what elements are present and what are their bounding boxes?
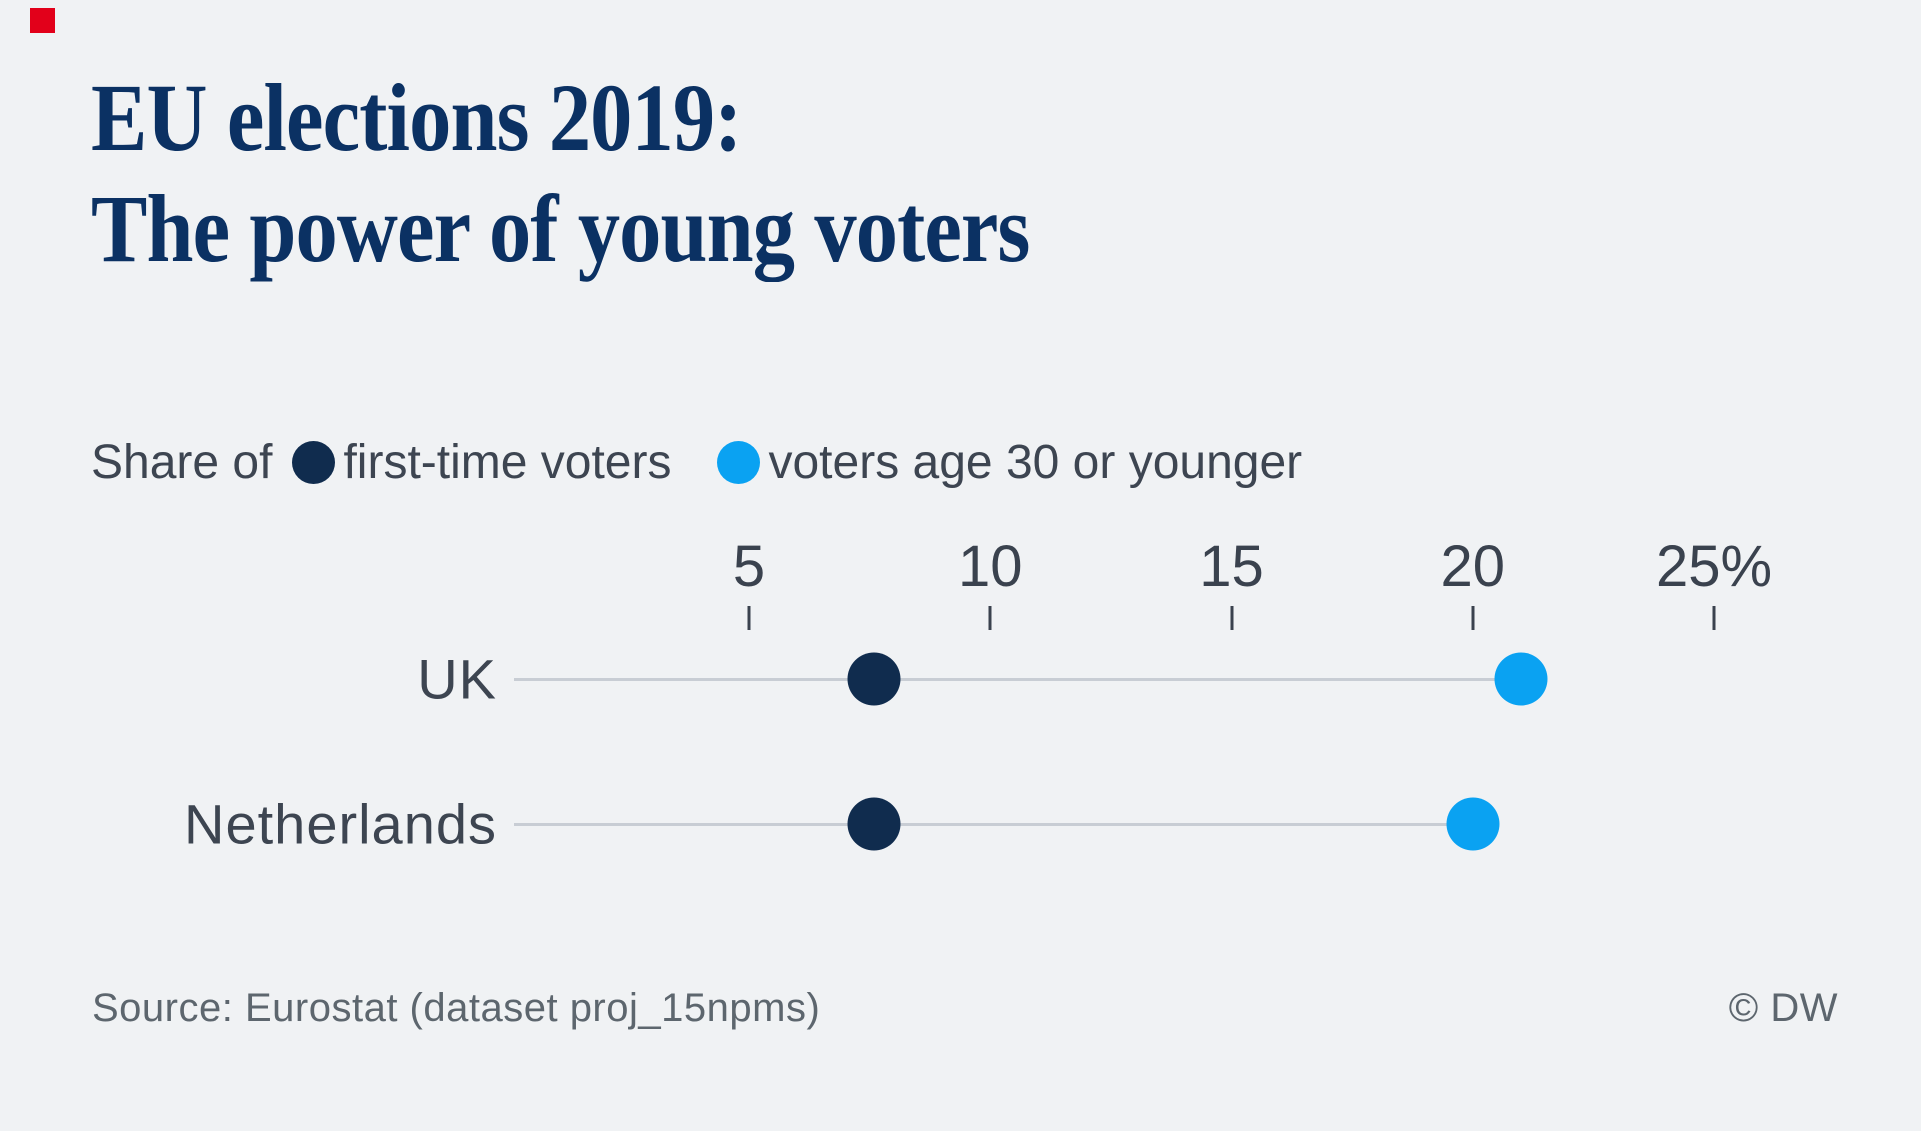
axis-tick-mark xyxy=(1230,606,1233,630)
row-label-netherlands: Netherlands xyxy=(184,792,497,856)
dot-voters-age-30-or-younger xyxy=(1494,652,1548,706)
legend-dot-first-time-voters-icon xyxy=(292,440,336,484)
axis-tick-mark xyxy=(988,606,992,630)
dot-first-time-voters xyxy=(847,797,901,851)
chart-title: EU elections 2019: The power of young vo… xyxy=(91,62,1030,284)
dot-first-time-voters xyxy=(847,652,901,706)
legend-prefix: Share of xyxy=(91,435,273,489)
axis-tick-label: 20 xyxy=(1440,534,1506,599)
dot-voters-age-30-or-younger xyxy=(1446,797,1500,851)
row-connector-line xyxy=(514,822,1473,826)
axis-tick-mark xyxy=(747,606,751,630)
copyright-note: © DW xyxy=(1728,986,1838,1030)
chart-legend: Share of first-time voters voters age 30… xyxy=(91,428,1302,496)
axis-tick-label: 15 xyxy=(1199,534,1264,599)
chart-title-line2: The power of young voters xyxy=(91,175,1030,282)
row-label-uk: UK xyxy=(417,647,497,711)
legend-label-first-time-voters: first-time voters xyxy=(343,435,672,489)
axis-tick-label: 5 xyxy=(732,534,766,599)
axis-tick-label: 25% xyxy=(1655,534,1773,599)
legend-dot-voters-30-icon xyxy=(717,440,761,484)
chart-title-line1: EU elections 2019: xyxy=(91,64,742,171)
row-connector-line xyxy=(514,677,1521,681)
axis-tick-mark xyxy=(1471,606,1475,630)
brand-marker xyxy=(30,8,55,33)
axis-tick-label: 10 xyxy=(957,534,1023,599)
legend-label-voters-30: voters age 30 or younger xyxy=(768,435,1303,489)
axis-tick-mark xyxy=(1712,606,1716,630)
source-note: Source: Eurostat (dataset proj_15npms) xyxy=(92,986,821,1030)
